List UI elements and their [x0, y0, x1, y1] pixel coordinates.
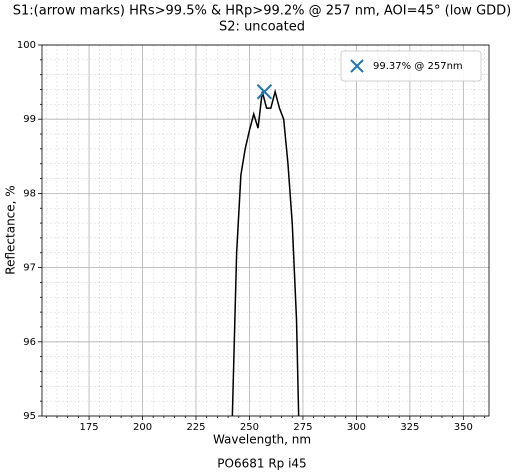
marker	[256, 84, 273, 100]
x-tick-label: 175	[80, 422, 99, 433]
plot-frame	[41, 44, 490, 417]
y-tick-label: 100	[17, 40, 36, 51]
x-tick-label: 200	[133, 422, 152, 433]
x-tick-label: 350	[454, 422, 473, 433]
y-tick-label: 98	[23, 188, 36, 199]
x-axis-label: Wavelength, nm	[213, 433, 311, 447]
y-tick-label: 97	[23, 263, 36, 274]
x-tick-label: 225	[186, 422, 205, 433]
legend-marker	[350, 59, 364, 73]
x-tick-label: 250	[240, 422, 259, 433]
y-tick-label: 96	[23, 337, 36, 348]
legend-label: 99.37% @ 257nm	[373, 61, 463, 72]
y-tick-label: 95	[23, 411, 36, 422]
x-tick-label: 300	[347, 422, 366, 433]
x-tick-label: 275	[293, 422, 312, 433]
chart-subtitle: S2: uncoated	[219, 20, 305, 35]
data-line	[231, 88, 300, 417]
x-tick-label: 325	[400, 422, 419, 433]
footer: PO6681 Rp i45	[217, 457, 306, 471]
y-tick-label: 99	[23, 114, 36, 125]
chart-title: S1:(arrow marks) HRs>99.5% & HRp>99.2% @…	[13, 4, 511, 19]
legend-box	[340, 50, 482, 82]
y-axis-label: Reflectance, %	[4, 185, 18, 274]
